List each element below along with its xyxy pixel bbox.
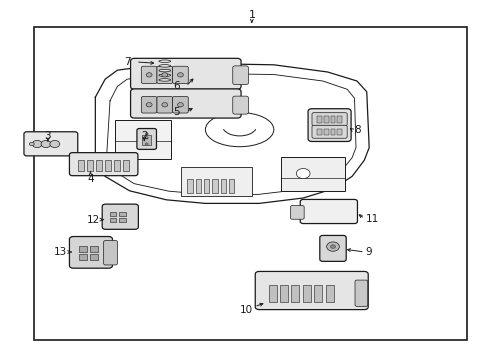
Ellipse shape bbox=[159, 79, 170, 81]
Text: 3: 3 bbox=[44, 131, 51, 141]
Circle shape bbox=[145, 137, 148, 139]
FancyBboxPatch shape bbox=[24, 132, 78, 156]
Bar bbox=[34, 27, 466, 340]
Text: 11: 11 bbox=[365, 213, 378, 224]
Text: 2: 2 bbox=[141, 131, 147, 141]
Text: 4: 4 bbox=[87, 174, 94, 184]
Circle shape bbox=[145, 133, 148, 135]
Circle shape bbox=[41, 140, 51, 148]
FancyBboxPatch shape bbox=[103, 240, 117, 265]
Bar bbox=[195, 179, 201, 193]
Bar bbox=[203, 179, 209, 193]
Circle shape bbox=[162, 73, 167, 77]
Bar bbox=[323, 129, 328, 135]
Circle shape bbox=[32, 140, 42, 148]
Text: 5: 5 bbox=[173, 107, 180, 117]
Text: 1: 1 bbox=[248, 10, 255, 20]
Text: 10: 10 bbox=[240, 305, 253, 315]
Circle shape bbox=[29, 142, 34, 146]
Bar bbox=[114, 160, 120, 171]
Text: 12: 12 bbox=[86, 215, 100, 225]
Bar bbox=[90, 246, 98, 252]
Circle shape bbox=[145, 143, 148, 145]
Bar bbox=[79, 246, 87, 252]
Bar bbox=[212, 179, 217, 193]
Bar bbox=[280, 285, 287, 302]
FancyBboxPatch shape bbox=[319, 235, 346, 261]
Bar bbox=[142, 135, 150, 145]
FancyBboxPatch shape bbox=[137, 129, 156, 149]
Ellipse shape bbox=[159, 60, 170, 63]
Text: 13: 13 bbox=[54, 247, 67, 257]
Text: 8: 8 bbox=[353, 125, 360, 135]
FancyBboxPatch shape bbox=[69, 153, 138, 176]
Bar bbox=[291, 285, 299, 302]
Circle shape bbox=[146, 103, 152, 107]
FancyBboxPatch shape bbox=[307, 109, 350, 141]
Bar bbox=[220, 179, 225, 193]
FancyBboxPatch shape bbox=[130, 89, 241, 118]
Bar bbox=[123, 160, 129, 171]
FancyBboxPatch shape bbox=[141, 96, 157, 113]
FancyBboxPatch shape bbox=[311, 113, 346, 126]
Text: 6: 6 bbox=[173, 81, 180, 91]
Bar bbox=[119, 218, 126, 222]
FancyBboxPatch shape bbox=[255, 271, 367, 310]
Circle shape bbox=[177, 103, 183, 107]
Circle shape bbox=[50, 140, 60, 148]
FancyBboxPatch shape bbox=[300, 199, 357, 224]
Bar bbox=[228, 179, 234, 193]
FancyBboxPatch shape bbox=[232, 96, 248, 114]
Ellipse shape bbox=[159, 74, 170, 77]
FancyBboxPatch shape bbox=[69, 237, 112, 268]
Bar bbox=[119, 212, 126, 216]
Bar bbox=[337, 116, 342, 123]
FancyBboxPatch shape bbox=[172, 96, 188, 113]
Bar bbox=[78, 160, 84, 171]
Circle shape bbox=[330, 245, 335, 248]
Bar bbox=[316, 129, 321, 135]
Bar bbox=[109, 212, 116, 216]
Bar bbox=[316, 116, 321, 123]
Bar bbox=[323, 116, 328, 123]
Circle shape bbox=[326, 242, 339, 251]
Bar bbox=[96, 160, 102, 171]
Bar bbox=[160, 82, 169, 86]
FancyBboxPatch shape bbox=[157, 66, 172, 84]
Circle shape bbox=[162, 103, 167, 107]
Ellipse shape bbox=[159, 65, 170, 67]
FancyBboxPatch shape bbox=[172, 66, 188, 84]
Text: 7: 7 bbox=[123, 57, 130, 67]
Ellipse shape bbox=[159, 69, 170, 72]
FancyBboxPatch shape bbox=[232, 66, 248, 85]
Bar bbox=[90, 254, 98, 260]
Bar bbox=[115, 120, 171, 159]
Bar bbox=[325, 285, 333, 302]
Bar bbox=[87, 160, 93, 171]
Bar bbox=[105, 160, 111, 171]
Bar bbox=[337, 129, 342, 135]
FancyBboxPatch shape bbox=[311, 125, 346, 138]
FancyBboxPatch shape bbox=[290, 206, 304, 219]
FancyBboxPatch shape bbox=[102, 204, 138, 229]
Bar bbox=[181, 167, 251, 196]
Circle shape bbox=[146, 73, 152, 77]
Bar bbox=[314, 285, 322, 302]
Bar bbox=[109, 218, 116, 222]
FancyBboxPatch shape bbox=[141, 66, 157, 84]
Bar bbox=[187, 179, 192, 193]
Bar bbox=[330, 116, 335, 123]
Bar bbox=[79, 254, 87, 260]
FancyBboxPatch shape bbox=[130, 58, 241, 89]
Circle shape bbox=[177, 73, 183, 77]
Text: 9: 9 bbox=[365, 247, 372, 257]
Bar bbox=[281, 157, 344, 191]
Bar bbox=[302, 285, 310, 302]
Bar bbox=[330, 129, 335, 135]
FancyBboxPatch shape bbox=[157, 96, 172, 113]
Bar bbox=[268, 285, 276, 302]
FancyBboxPatch shape bbox=[354, 280, 367, 306]
Circle shape bbox=[296, 168, 309, 179]
